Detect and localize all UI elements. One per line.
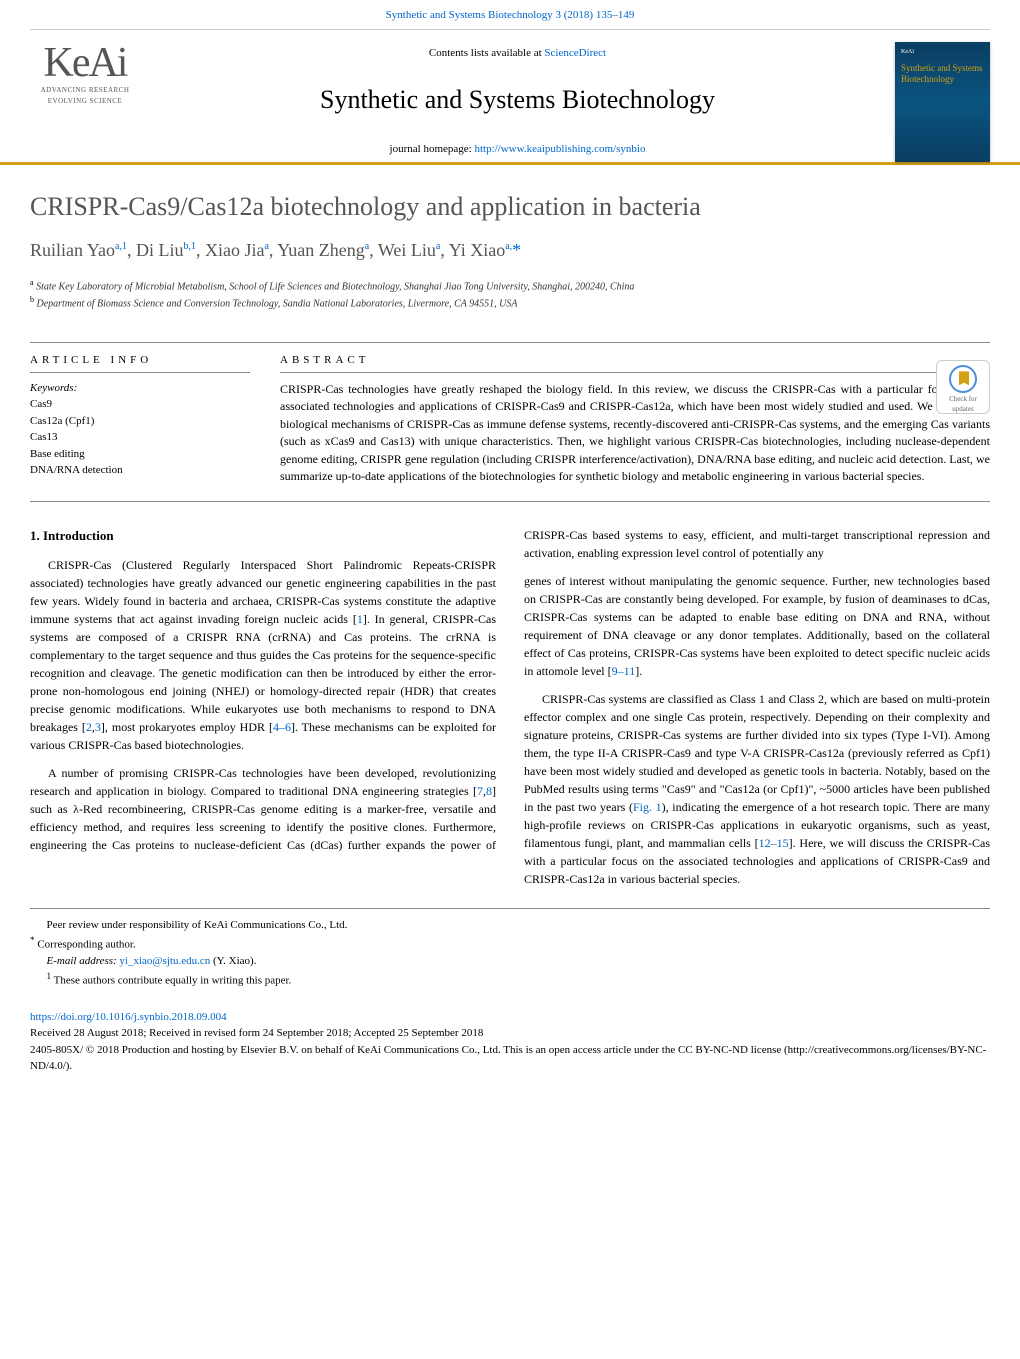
received-line: Received 28 August 2018; Received in rev… bbox=[30, 1025, 990, 1042]
article-info-column: ARTICLE INFO Keywords: Cas9Cas12a (Cpf1)… bbox=[30, 353, 250, 486]
journal-citation-line: Synthetic and Systems Biotechnology 3 (2… bbox=[30, 0, 990, 30]
affiliations: a State Key Laboratory of Microbial Meta… bbox=[30, 277, 990, 312]
journal-homepage-line: journal homepage: http://www.keaipublish… bbox=[140, 142, 895, 157]
doi-link[interactable]: https://doi.org/10.1016/j.synbio.2018.09… bbox=[30, 1011, 227, 1023]
article-title: CRISPR-Cas9/Cas12a biotechnology and app… bbox=[30, 189, 990, 225]
keai-tagline-2: EVOLVING SCIENCE bbox=[30, 97, 140, 105]
journal-homepage-link[interactable]: http://www.keaipublishing.com/synbio bbox=[474, 143, 645, 155]
body-paragraph: CRISPR-Cas systems are classified as Cla… bbox=[524, 690, 990, 888]
info-abstract-row: ARTICLE INFO Keywords: Cas9Cas12a (Cpf1)… bbox=[30, 342, 990, 503]
corresponding-email-link[interactable]: yi_xiao@sjtu.edu.cn bbox=[119, 955, 210, 967]
keywords-list: Cas9Cas12a (Cpf1)Cas13Base editingDNA/RN… bbox=[30, 396, 250, 479]
sciencedirect-link[interactable]: ScienceDirect bbox=[544, 47, 606, 59]
journal-header: KeAi ADVANCING RESEARCH EVOLVING SCIENCE… bbox=[0, 30, 1020, 165]
article-info-label: ARTICLE INFO bbox=[30, 353, 250, 373]
contents-available-line: Contents lists available at ScienceDirec… bbox=[140, 46, 895, 61]
body-paragraph: genes of interest without manipulating t… bbox=[524, 572, 990, 680]
license-line: 2405-805X/ © 2018 Production and hosting… bbox=[30, 1042, 990, 1075]
homepage-prefix: journal homepage: bbox=[390, 143, 475, 155]
body-paragraph: CRISPR-Cas (Clustered Regularly Interspa… bbox=[30, 556, 496, 754]
journal-cover-thumbnail: KeAi Synthetic and Systems Biotechnology bbox=[895, 42, 990, 162]
email-prefix: E-mail address: bbox=[47, 955, 120, 967]
email-suffix: (Y. Xiao). bbox=[210, 955, 256, 967]
doi-line: https://doi.org/10.1016/j.synbio.2018.09… bbox=[30, 1009, 990, 1026]
check-updates-label: Check for updates bbox=[941, 395, 985, 415]
contents-prefix: Contents lists available at bbox=[429, 47, 544, 59]
check-updates-badge[interactable]: Check for updates bbox=[936, 360, 990, 414]
header-center: Contents lists available at ScienceDirec… bbox=[140, 42, 895, 157]
section-heading: 1. Introduction bbox=[30, 526, 496, 546]
journal-citation-link[interactable]: Synthetic and Systems Biotechnology 3 (2… bbox=[386, 9, 635, 21]
footnotes: Peer review under responsibility of KeAi… bbox=[30, 917, 491, 998]
keai-logo-text: KeAi bbox=[30, 42, 140, 84]
keywords-label: Keywords: bbox=[30, 381, 250, 396]
abstract-column: ABSTRACT CRISPR-Cas technologies have gr… bbox=[280, 353, 990, 486]
abstract-text: CRISPR-Cas technologies have greatly res… bbox=[280, 381, 990, 485]
check-updates-icon bbox=[949, 365, 977, 393]
footer: Peer review under responsibility of KeAi… bbox=[30, 908, 990, 1094]
keai-tagline-1: ADVANCING RESEARCH bbox=[30, 86, 140, 94]
equal-contribution-note: 1 These authors contribute equally in wr… bbox=[30, 970, 491, 989]
abstract-label: ABSTRACT bbox=[280, 353, 990, 373]
email-line: E-mail address: yi_xiao@sjtu.edu.cn (Y. … bbox=[30, 953, 491, 970]
cover-title: Synthetic and Systems Biotechnology bbox=[901, 63, 984, 85]
publisher-logo: KeAi ADVANCING RESEARCH EVOLVING SCIENCE bbox=[30, 42, 140, 105]
journal-name: Synthetic and Systems Biotechnology bbox=[140, 82, 895, 118]
article-header: CRISPR-Cas9/Cas12a biotechnology and app… bbox=[0, 165, 1020, 321]
body-text: 1. Introduction CRISPR-Cas (Clustered Re… bbox=[0, 502, 1020, 898]
authors-line: Ruilian Yaoa,1, Di Liub,1, Xiao Jiaa, Yu… bbox=[30, 238, 990, 263]
corresponding-note: * Corresponding author. bbox=[30, 934, 491, 953]
cover-keai: KeAi bbox=[901, 48, 984, 56]
peer-review-note: Peer review under responsibility of KeAi… bbox=[30, 917, 491, 934]
